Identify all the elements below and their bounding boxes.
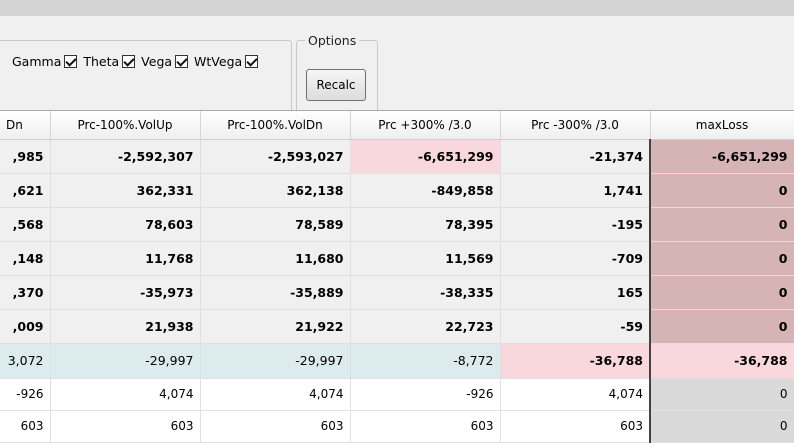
table-cell: -21,374 [500,139,651,174]
total-row[interactable]: 3,072 -29,997 -29,997 -8,772 -36,788 -36… [0,342,794,379]
vega-checkbox[interactable] [175,55,189,68]
recalc-button[interactable]: Recalc [306,69,366,101]
table-cell: -29,997 [50,342,201,379]
toolbar: Gamma Theta Vega WtVega Options Recalc [0,16,794,122]
table-cell: 21,922 [200,309,351,344]
maxloss-cell: 0 [649,241,794,276]
gamma-label: Gamma [12,54,62,69]
table-cell: 362,138 [200,173,351,208]
table-cell: 78,589 [200,207,351,242]
gamma-checkbox[interactable] [64,55,78,68]
col-header-maxloss[interactable]: maxLoss [650,111,794,140]
maxloss-cell: 0 [649,275,794,310]
theta-checkbox[interactable] [122,55,136,68]
col-header-prc-minus-300[interactable]: Prc -300% /3.0 [500,111,651,140]
maxloss-cell: 0 [649,378,794,411]
table-cell: -2,592,307 [50,139,201,174]
table-row[interactable]: -926 4,074 4,074 -926 4,074 0 [0,378,794,411]
maxloss-cell: 0 [649,207,794,242]
col-header-prc-100-voldn[interactable]: Prc-100%.VolDn [200,111,351,140]
table-cell: -2,593,027 [200,139,351,174]
wtvega-label: WtVega [194,54,243,69]
maxloss-cell: 0 [649,309,794,344]
table-cell: 22,723 [350,309,501,344]
wtvega-checkbox[interactable] [245,55,259,68]
table-cell: -35,973 [50,275,201,310]
table-row[interactable]: ,568 78,603 78,589 78,395 -195 0 [0,207,794,242]
table-cell: 4,074 [500,378,651,411]
table-cell: -709 [500,241,651,276]
table-row[interactable]: ,985 -2,592,307 -2,593,027 -6,651,299 -2… [0,139,794,174]
table-row[interactable]: ,148 11,768 11,680 11,569 -709 0 [0,241,794,276]
table-cell: -59 [500,309,651,344]
table-cell: 362,331 [50,173,201,208]
maxloss-cell: 0 [649,173,794,208]
table-cell: -849,858 [350,173,501,208]
vega-label: Vega [141,54,173,69]
table-cell: 603 [500,410,651,443]
col-header-prc-100-volup[interactable]: Prc-100%.VolUp [50,111,201,140]
maxloss-cell: -36,788 [649,342,794,379]
window-top-bar [0,0,794,17]
results-table: Dn Prc-100%.VolUp Prc-100%.VolDn Prc +30… [0,111,794,443]
table-cell: ,148 [0,241,51,276]
table-cell: 603 [50,410,201,443]
maxloss-cell: -6,651,299 [649,139,794,174]
table-row[interactable]: ,009 21,938 21,922 22,723 -59 0 [0,309,794,344]
col-header-prc-plus-300[interactable]: Prc +300% /3.0 [350,111,501,140]
maxloss-cell: 0 [649,410,794,443]
theta-label: Theta [83,54,120,69]
table-cell: ,621 [0,173,51,208]
table-cell: ,009 [0,309,51,344]
table-row[interactable]: ,621 362,331 362,138 -849,858 1,741 0 [0,173,794,208]
table-cell: -195 [500,207,651,242]
table-cell: 78,603 [50,207,201,242]
table-cell: 11,680 [200,241,351,276]
table-cell: ,985 [0,139,51,174]
table-cell: -8,772 [350,342,501,379]
table-cell: 603 [200,410,351,443]
table-cell: 4,074 [200,378,351,411]
table-cell: 1,741 [500,173,651,208]
table-cell: -36,788 [500,342,651,379]
table-cell: -38,335 [350,275,501,310]
table-cell: 603 [0,410,51,443]
table-cell: ,370 [0,275,51,310]
table-cell: 4,074 [50,378,201,411]
table-row[interactable]: ,370 -35,973 -35,889 -38,335 165 0 [0,275,794,310]
table-cell: 165 [500,275,651,310]
table-cell: -926 [0,378,51,411]
table-cell: 3,072 [0,342,51,379]
results-grid: Dn Prc-100%.VolUp Prc-100%.VolDn Prc +30… [0,110,794,443]
table-cell: 21,938 [50,309,201,344]
table-cell: 11,569 [350,241,501,276]
table-cell: 78,395 [350,207,501,242]
table-cell: -926 [350,378,501,411]
table-cell: -29,997 [200,342,351,379]
table-cell: 11,768 [50,241,201,276]
table-row[interactable]: 603 603 603 603 603 0 [0,410,794,443]
table-cell: -6,651,299 [350,139,501,174]
options-group-title: Options [305,33,360,48]
greeks-checkboxes: Gamma Theta Vega WtVega [12,54,264,69]
col-header-dn[interactable]: Dn [0,111,51,140]
table-cell: -35,889 [200,275,351,310]
header-row: Dn Prc-100%.VolUp Prc-100%.VolDn Prc +30… [0,111,794,140]
table-cell: 603 [350,410,501,443]
table-cell: ,568 [0,207,51,242]
